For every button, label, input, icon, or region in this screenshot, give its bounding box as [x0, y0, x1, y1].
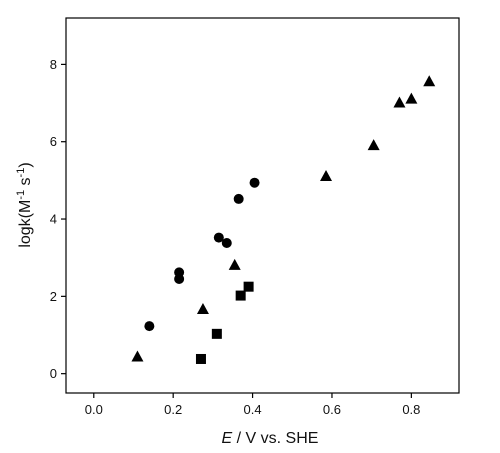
circle-data-point [144, 321, 155, 332]
x-axis: 0.0 0.2 0.4 0.6 0.8 [85, 393, 420, 417]
data-points [131, 75, 436, 364]
square-data-point [243, 281, 254, 292]
x-axis-title: E / V vs. SHE [222, 430, 319, 447]
circle-data-point [249, 177, 260, 188]
x-tick-label: 0.4 [244, 402, 262, 417]
x-tick-label: 0.6 [323, 402, 341, 417]
triangle-data-point [405, 92, 418, 104]
y-tick-label: 8 [50, 57, 57, 72]
x-tick-label: 0.2 [164, 402, 182, 417]
y-tick-label: 6 [50, 134, 57, 149]
x-tick-label: 0.8 [402, 402, 420, 417]
x-tick-label: 0.0 [85, 402, 103, 417]
y-axis-title: logk(M-1 s-1) [15, 162, 34, 247]
circle-data-point [174, 273, 185, 284]
triangle-data-point [228, 258, 241, 270]
square-data-point [211, 328, 222, 339]
circle-data-point [213, 232, 224, 243]
triangle-data-point [367, 139, 380, 151]
y-axis: 0 2 4 6 8 [50, 57, 66, 381]
square-data-point [195, 353, 206, 364]
triangle-data-point [320, 170, 333, 182]
circle-data-point [233, 193, 244, 204]
circle-data-point [221, 238, 232, 248]
plot-frame [65, 17, 460, 394]
triangle-data-point [131, 350, 144, 362]
y-tick-label: 0 [50, 366, 57, 381]
square-data-point [235, 290, 246, 301]
triangle-data-point [423, 75, 436, 87]
y-tick-label: 2 [50, 289, 57, 304]
triangle-data-point [393, 96, 406, 108]
triangle-data-point [196, 302, 209, 314]
y-tick-label: 4 [50, 212, 57, 227]
